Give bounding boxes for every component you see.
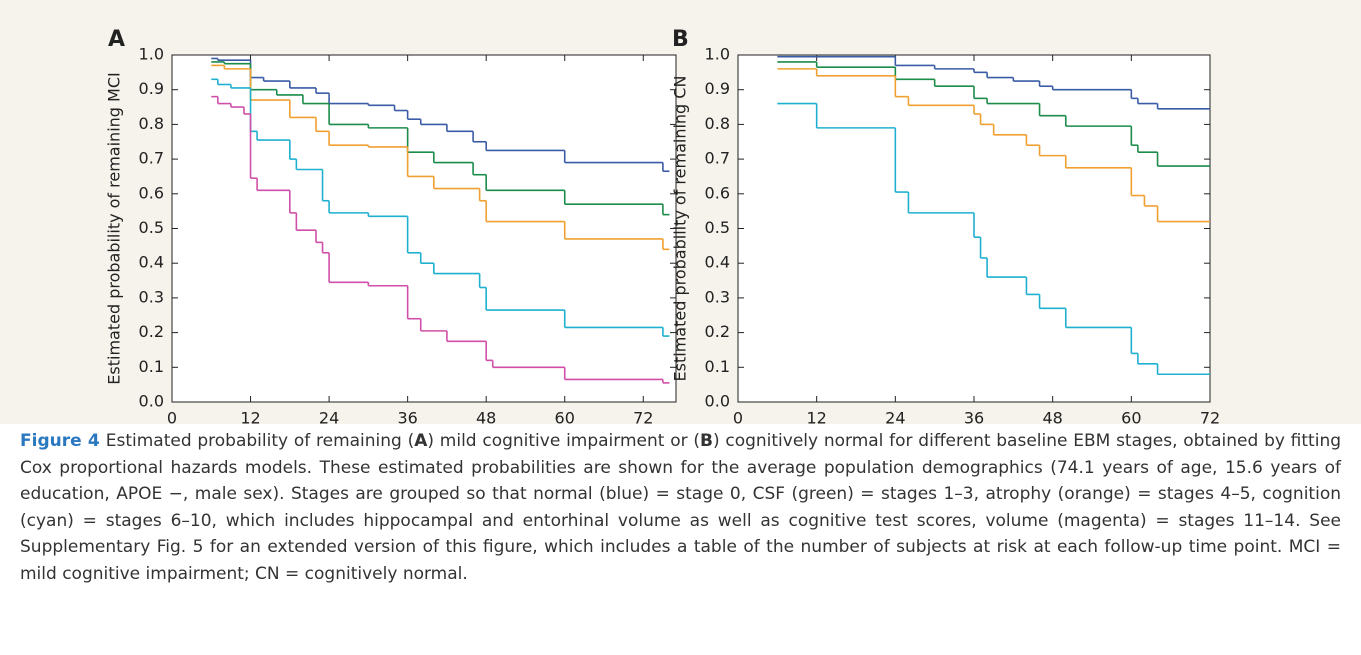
x-tick-label: 48 [476, 409, 496, 425]
y-tick-label: 0.7 [705, 149, 730, 168]
y-tick-label: 1.0 [705, 45, 730, 64]
x-tick-label: 24 [319, 409, 339, 425]
x-tick-label: 72 [1200, 409, 1220, 425]
y-tick-label: 1.0 [139, 45, 164, 64]
x-tick-label: 60 [555, 409, 575, 425]
y-tick-label: 0.8 [705, 114, 730, 133]
y-tick-label: 0.0 [139, 392, 164, 411]
x-tick-label: 24 [885, 409, 905, 425]
x-tick-label: 60 [1121, 409, 1141, 425]
x-tick-label: 12 [806, 409, 826, 425]
y-tick-label: 0.7 [139, 149, 164, 168]
y-tick-label: 0.5 [139, 218, 164, 237]
x-tick-label: 36 [964, 409, 984, 425]
y-tick-label: 0.0 [705, 392, 730, 411]
y-tick-label: 0.3 [139, 287, 164, 306]
y-tick-label: 0.8 [139, 114, 164, 133]
y-axis-label: Estimated probability of remaining MCI [105, 72, 124, 384]
x-tick-label: 0 [733, 409, 743, 425]
y-tick-label: 0.5 [705, 218, 730, 237]
y-tick-label: 0.6 [139, 183, 164, 202]
y-tick-label: 0.1 [139, 357, 164, 376]
caption-panel-ref: B [699, 431, 713, 451]
y-tick-label: 0.2 [705, 322, 730, 341]
plot-frame [171, 54, 677, 403]
caption-text: Estimated probability of remaining ( [105, 431, 415, 451]
y-tick-label: 0.4 [705, 253, 730, 272]
y-tick-label: 0.6 [705, 183, 730, 202]
y-tick-label: 0.9 [705, 79, 730, 98]
x-tick-label: 0 [167, 409, 177, 425]
x-tick-label: 72 [633, 409, 653, 425]
x-tick-label: 12 [240, 409, 260, 425]
y-tick-label: 0.9 [139, 79, 164, 98]
caption-panel-ref: A [414, 431, 428, 451]
x-tick-label: 36 [397, 409, 417, 425]
figure: 0 12 24 36 48 60 72 0.0 0.1 0.2 0.3 0.4 0.5 0.6 0.7 0.8… [0, 0, 1361, 424]
x-tick-label: 48 [1042, 409, 1062, 425]
panel-label: A [108, 27, 125, 52]
panel-label: B [672, 27, 689, 52]
y-tick-label: 0.4 [139, 253, 164, 272]
caption-label: Figure 4 [20, 431, 100, 451]
caption: Figure 4 Estimated probability of remaini… [20, 428, 1341, 587]
y-tick-label: 0.3 [705, 287, 730, 306]
y-tick-label: 0.2 [139, 322, 164, 341]
y-tick-label: 0.1 [705, 357, 730, 376]
y-axis-label: Estimated probability of remaining CN [671, 76, 690, 382]
caption-text: ) mild cognitive impairment or ( [427, 431, 700, 451]
caption-text: ) cognitively normal for different basel… [20, 431, 1342, 584]
